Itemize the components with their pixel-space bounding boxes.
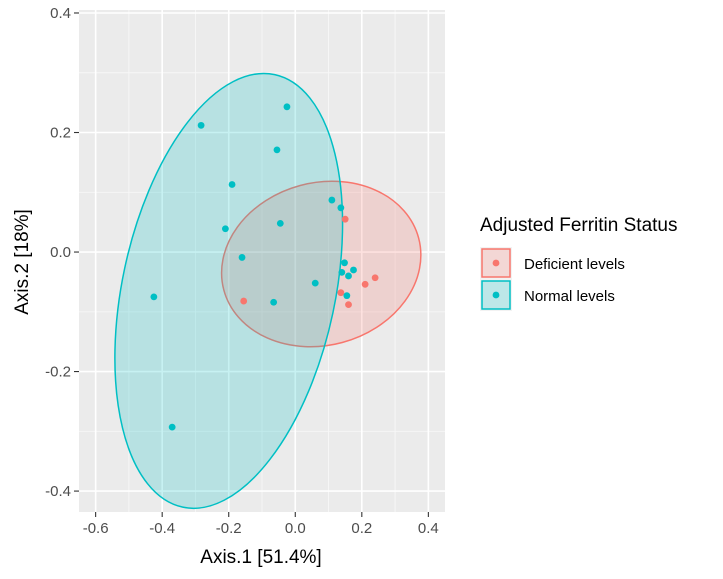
x-tick-label: -0.4: [149, 520, 175, 537]
legend-label: Normal levels: [524, 288, 615, 305]
data-point-normal-levels: [222, 225, 229, 233]
x-tick-label: -0.6: [83, 520, 109, 537]
y-tick-labels: -0.4 -0.2 0.0 0.2 0.4: [45, 5, 71, 500]
major-gridlines: [79, 10, 445, 512]
data-point-deficient-levels: [371, 274, 379, 282]
x-tick-label: 0.2: [351, 520, 372, 537]
x-tick-label: 0.4: [418, 520, 439, 537]
data-point-normal-levels: [283, 103, 291, 111]
legend-keys: Deficient levels Normal levels: [480, 247, 625, 311]
y-tick-label: -0.4: [45, 483, 71, 500]
x-axis-title: Axis.1 [51.4%]: [200, 547, 321, 568]
data-point-deficient-levels: [240, 297, 248, 305]
legend-key-point: [492, 259, 500, 267]
y-tick-label: 0.4: [50, 5, 71, 22]
data-point-normal-levels: [150, 293, 158, 301]
axis-ticks: [74, 12, 429, 517]
legend-title: Adjusted Ferritin Status: [480, 215, 677, 236]
x-tick-label: 0.0: [285, 520, 306, 537]
data-point-normal-levels: [328, 196, 336, 204]
y-tick-label: -0.2: [45, 364, 71, 381]
confidence-ellipses: [114, 72, 422, 510]
data-point-deficient-levels: [341, 215, 349, 223]
ellipse-deficient-levels: [220, 180, 422, 348]
legend-key-point: [492, 291, 500, 299]
data-point-normal-levels: [345, 272, 352, 280]
data-point-normal-levels: [197, 121, 205, 129]
data-point-deficient-levels: [361, 280, 369, 288]
ellipse-normal-levels: [114, 72, 344, 510]
data-point-normal-levels: [341, 259, 348, 267]
y-tick-label: 0.2: [50, 125, 71, 142]
data-point-normal-levels: [238, 254, 246, 261]
y-axis-title: Axis.2 [18%]: [12, 209, 33, 315]
data-point-normal-levels: [338, 268, 346, 276]
data-point-deficient-levels: [345, 301, 352, 309]
data-point-normal-levels: [270, 298, 278, 306]
data-point-normal-levels: [343, 292, 351, 300]
data-point-normal-levels: [168, 423, 176, 431]
legend-label: Deficient levels: [524, 256, 625, 273]
data-point-normal-levels: [337, 204, 345, 212]
x-tick-label: -0.2: [216, 520, 242, 537]
data-point-normal-levels: [350, 266, 357, 274]
y-tick-label: 0.0: [50, 244, 71, 261]
data-point-normal-levels: [311, 279, 319, 287]
data-point-normal-levels: [276, 219, 284, 227]
legend: Adjusted Ferritin Status Deficient level…: [480, 215, 677, 311]
data-points: [150, 103, 379, 431]
data-point-normal-levels: [228, 181, 236, 188]
x-tick-labels: -0.6 -0.4 -0.2 0.0 0.2 0.4: [83, 520, 439, 537]
data-point-deficient-levels: [337, 289, 345, 297]
minor-gridlines: [79, 10, 445, 512]
data-point-normal-levels: [273, 146, 281, 154]
